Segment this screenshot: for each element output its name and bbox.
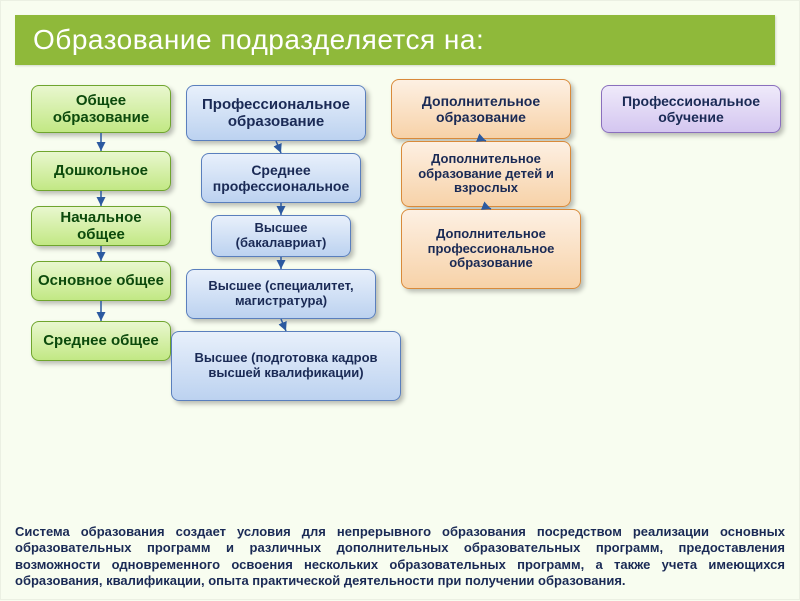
footer-text: Система образования создает условия для … bbox=[15, 524, 785, 589]
node-g1: Дошкольное bbox=[31, 151, 171, 191]
node-p0: Профессиональное обучение bbox=[601, 85, 781, 133]
edge-b0-b1 bbox=[276, 141, 281, 153]
slide-title: Образование подразделяется на: bbox=[15, 15, 775, 65]
node-b4: Высшее (подготовка кадров высшей квалифи… bbox=[171, 331, 401, 401]
node-g2: Начальное общее bbox=[31, 206, 171, 246]
node-b0: Профессиональное образование bbox=[186, 85, 366, 141]
node-g3: Основное общее bbox=[31, 261, 171, 301]
node-b1: Среднее профессиональное bbox=[201, 153, 361, 203]
node-b2: Высшее (бакалавриат) bbox=[211, 215, 351, 257]
node-o2: Дополнительное профессиональное образова… bbox=[401, 209, 581, 289]
node-o0: Дополнительное образование bbox=[391, 79, 571, 139]
edge-b3-b4 bbox=[281, 319, 286, 331]
node-g4: Среднее общее bbox=[31, 321, 171, 361]
node-b3: Высшее (специалитет, магистратура) bbox=[186, 269, 376, 319]
slide-canvas: Образование подразделяется на: Общее обр… bbox=[0, 0, 800, 600]
node-g0: Общее образование bbox=[31, 85, 171, 133]
node-o1: Дополнительное образование детей и взрос… bbox=[401, 141, 571, 207]
